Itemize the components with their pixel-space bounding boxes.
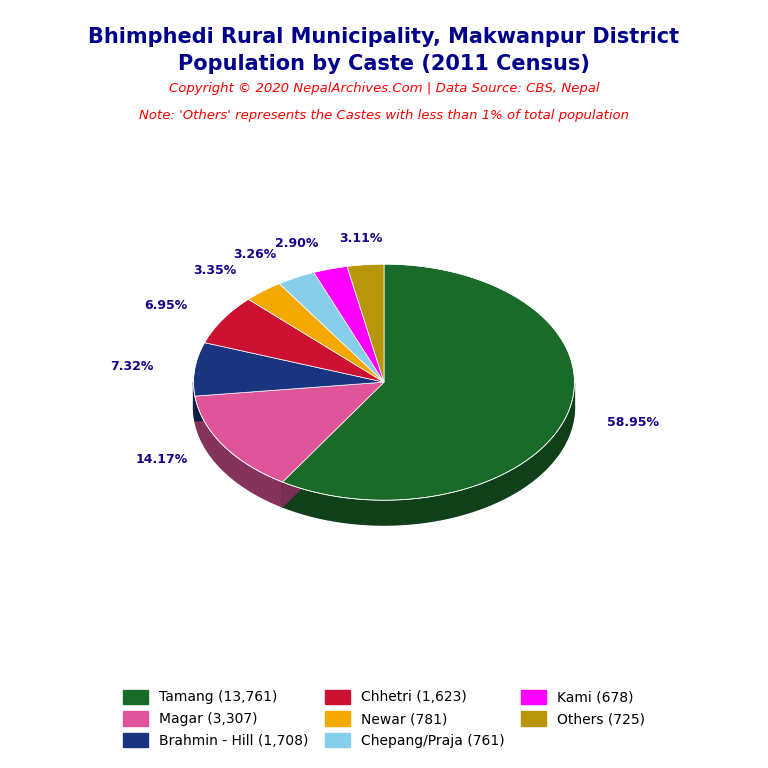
Polygon shape — [194, 343, 384, 396]
Polygon shape — [195, 382, 384, 421]
Polygon shape — [283, 383, 574, 525]
Polygon shape — [204, 300, 384, 382]
Text: Population by Caste (2011 Census): Population by Caste (2011 Census) — [178, 54, 590, 74]
Polygon shape — [195, 382, 384, 421]
Text: 3.26%: 3.26% — [233, 248, 276, 261]
Text: 7.32%: 7.32% — [110, 359, 153, 372]
Polygon shape — [195, 396, 283, 507]
Polygon shape — [283, 382, 384, 507]
Text: 2.90%: 2.90% — [275, 237, 319, 250]
Polygon shape — [283, 382, 384, 507]
Polygon shape — [248, 283, 384, 382]
Polygon shape — [347, 264, 384, 382]
Text: 14.17%: 14.17% — [135, 452, 187, 465]
Polygon shape — [195, 382, 384, 482]
Polygon shape — [280, 273, 384, 382]
Text: Note: 'Others' represents the Castes with less than 1% of total population: Note: 'Others' represents the Castes wit… — [139, 109, 629, 122]
Text: 6.95%: 6.95% — [144, 300, 187, 312]
Legend: Tamang (13,761), Magar (3,307), Brahmin - Hill (1,708), Chhetri (1,623), Newar (: Tamang (13,761), Magar (3,307), Brahmin … — [117, 684, 651, 753]
Text: 58.95%: 58.95% — [607, 415, 659, 429]
Text: Bhimphedi Rural Municipality, Makwanpur District: Bhimphedi Rural Municipality, Makwanpur … — [88, 27, 680, 47]
Text: 3.11%: 3.11% — [339, 232, 383, 245]
Polygon shape — [314, 266, 384, 382]
Polygon shape — [283, 264, 574, 500]
Text: Copyright © 2020 NepalArchives.Com | Data Source: CBS, Nepal: Copyright © 2020 NepalArchives.Com | Dat… — [169, 82, 599, 95]
Polygon shape — [194, 407, 574, 525]
Polygon shape — [194, 382, 195, 421]
Text: 3.35%: 3.35% — [194, 264, 237, 277]
